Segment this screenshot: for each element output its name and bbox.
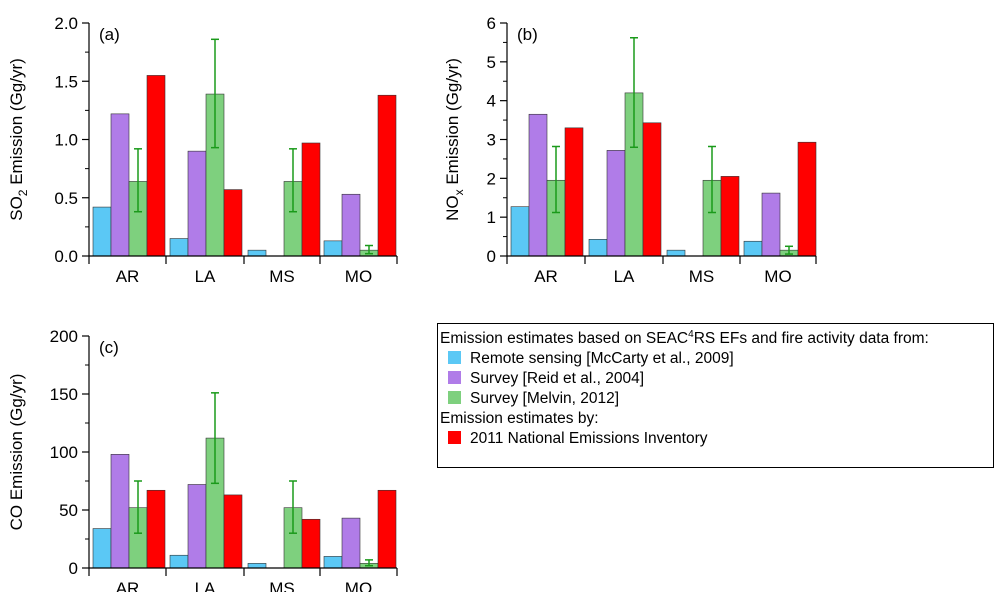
x-tick-label-ms: MS	[689, 267, 715, 286]
bar-reid-la	[606, 150, 626, 257]
x-tick-label-ar: AR	[116, 267, 140, 286]
bar-reid-ar	[110, 454, 130, 569]
bar-nei-ar	[146, 489, 166, 569]
bar-nei-mo	[377, 94, 397, 257]
y-tick-label: 1	[487, 208, 496, 227]
bar-reid-la	[187, 484, 207, 569]
bar-reid-mo	[341, 517, 361, 569]
bar-nei-ms	[301, 518, 321, 569]
legend-swatch-nei	[448, 431, 461, 444]
legend-header-superscript: 4	[688, 328, 694, 340]
bar-remote-mo	[323, 556, 343, 569]
y-axis-label-main: SO	[7, 196, 26, 221]
legend-label-melvin: Survey [Melvin, 2012]	[470, 390, 620, 407]
chart-panel-0: 0.0 0.5 1.0 1.5 2.0 AR LA MS MO (a) SO2 Emission (…	[7, 14, 398, 286]
y-axis-label-main: CO Emission (Gg/yr)	[7, 374, 26, 531]
bar-nei-ar	[564, 127, 584, 257]
y-axis-label: NOx Emission (Gg/yr)	[443, 58, 466, 221]
bar-remote-ar	[92, 528, 112, 569]
panel-label: (c)	[99, 338, 119, 357]
legend-header-by: Emission estimates by:	[440, 409, 599, 429]
x-tick-label-ar: AR	[116, 579, 140, 592]
legend-item-reid: Survey [Reid et al., 2004]	[448, 369, 644, 389]
y-axis-label: CO Emission (Gg/yr)	[7, 374, 26, 531]
y-tick-label: 2	[487, 169, 496, 188]
x-tick-label-la: LA	[195, 579, 216, 592]
legend-header-text: Emission estimates based on SEAC	[440, 330, 689, 347]
legend-swatch-melvin	[448, 391, 461, 404]
bar-remote-la	[588, 239, 608, 257]
bar-reid-la	[187, 150, 207, 257]
bar-nei-ar	[146, 75, 166, 257]
y-tick-label: 0	[487, 247, 496, 266]
legend-swatch-reid	[448, 371, 461, 384]
legend-item-nei: 2011 National Emissions Inventory	[448, 429, 708, 449]
legend-item-melvin: Survey [Melvin, 2012]	[448, 389, 619, 409]
bar-remote-ms	[247, 563, 267, 569]
bar-nei-la	[223, 494, 243, 569]
y-axis-label-subscript: 2	[16, 189, 30, 196]
bar-remote-ar	[92, 206, 112, 257]
y-tick-label: 3	[487, 131, 496, 150]
x-tick-label-la: LA	[195, 267, 216, 286]
y-axis-label-main: NO	[443, 195, 462, 221]
y-tick-label: 0.0	[54, 247, 78, 266]
y-tick-label: 200	[50, 327, 78, 346]
bar-remote-la	[169, 554, 189, 569]
x-tick-label-mo: MO	[764, 267, 791, 286]
legend-label-reid: Survey [Reid et al., 2004]	[470, 370, 645, 387]
bar-remote-mo	[323, 240, 343, 257]
y-axis-label: SO2 Emission (Gg/yr)	[7, 58, 30, 221]
y-tick-label: 150	[50, 385, 78, 404]
legend-header-text-end: RS EFs and fire activity data from:	[693, 330, 929, 347]
legend-label-nei: 2011 National Emissions Inventory	[470, 430, 708, 447]
bar-nei-la	[223, 189, 243, 257]
y-axis-label-units: Emission (Gg/yr)	[7, 58, 26, 189]
bar-nei-la	[642, 122, 662, 257]
bar-reid-mo	[761, 192, 781, 257]
x-tick-label-mo: MO	[345, 579, 372, 592]
bar-remote-ms	[666, 249, 686, 257]
y-tick-label: 6	[487, 14, 496, 33]
legend-item-remote-sensing: Remote sensing [McCarty et al., 2009]	[448, 349, 734, 369]
y-axis-label-subscript: x	[452, 189, 466, 195]
y-tick-label: 50	[59, 501, 78, 520]
x-tick-label-ms: MS	[269, 579, 295, 592]
bar-nei-ms	[301, 142, 321, 257]
y-axis-label-units: Emission (Gg/yr)	[443, 58, 462, 189]
bar-nei-mo	[797, 141, 817, 257]
legend-label-remote: Remote sensing [McCarty et al., 2009]	[470, 350, 734, 367]
x-tick-label-la: LA	[614, 267, 635, 286]
bar-reid-ar	[528, 113, 548, 257]
x-tick-label-ms: MS	[269, 267, 295, 286]
y-tick-label: 0	[69, 559, 78, 578]
bar-remote-la	[169, 238, 189, 257]
legend-header2-text: Emission estimates by:	[440, 410, 599, 427]
legend: Emission estimates based on SEAC4RS EFs …	[437, 323, 994, 468]
y-tick-label: 2.0	[54, 14, 78, 33]
y-tick-label: 0.5	[54, 189, 78, 208]
y-tick-label: 100	[50, 443, 78, 462]
bar-nei-mo	[377, 489, 397, 569]
legend-header-sources: Emission estimates based on SEAC4RS EFs …	[440, 329, 929, 349]
y-tick-label: 5	[487, 53, 496, 72]
x-tick-label-mo: MO	[345, 267, 372, 286]
panel-label: (a)	[99, 25, 120, 44]
chart-panel-1: 0 1 2 3 4 5 6 AR LA MS MO (b) NOx Emission (Gg/yr)	[443, 14, 817, 286]
y-tick-label: 1.5	[54, 72, 78, 91]
bar-remote-ms	[247, 249, 267, 257]
y-tick-label: 4	[487, 92, 496, 111]
panel-label: (b)	[517, 25, 538, 44]
y-tick-label: 1.0	[54, 131, 78, 150]
bar-remote-ar	[510, 206, 530, 257]
bar-remote-mo	[743, 240, 763, 257]
legend-swatch-remote	[448, 351, 461, 364]
x-tick-label-ar: AR	[534, 267, 558, 286]
bar-nei-ms	[720, 176, 740, 257]
bar-reid-ar	[110, 113, 130, 257]
bar-reid-mo	[341, 193, 361, 257]
chart-panel-2: 0 50 100 150 200 AR LA MS MO (c) CO Emission (Gg/y…	[7, 327, 398, 592]
